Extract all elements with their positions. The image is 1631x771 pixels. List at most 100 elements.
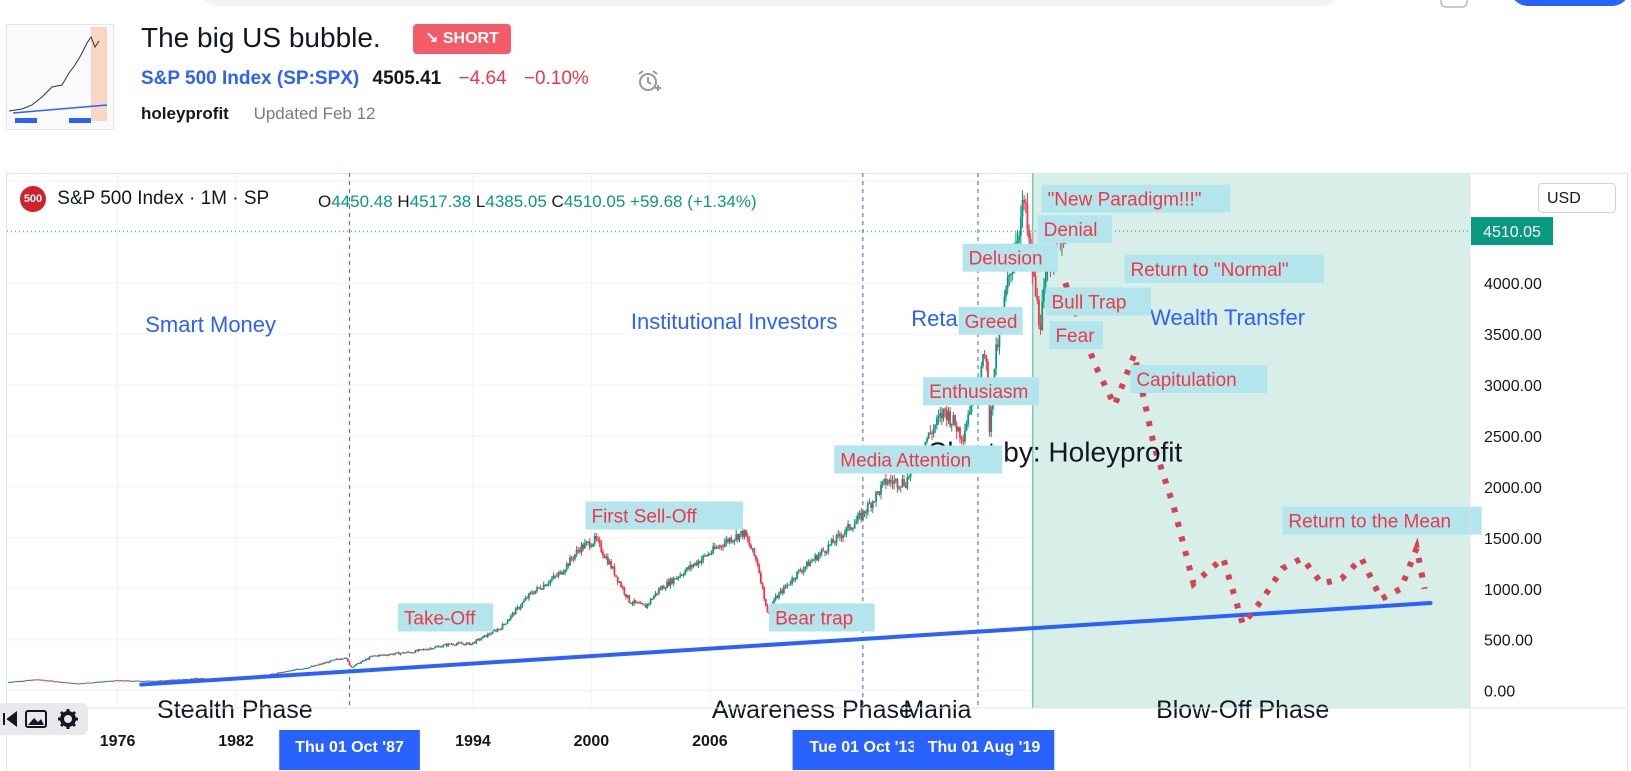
candle-body [883,478,886,482]
candle-body [60,681,63,683]
candle-body [476,638,479,640]
candle-body [725,539,728,543]
candle-body [144,680,147,682]
candle-body [718,545,721,548]
symbol-price: 4505.41 [372,68,442,89]
candle-body [93,682,96,684]
candle-body [779,590,782,594]
candle-body [748,539,751,546]
candle-body [412,652,415,654]
candle-body [425,649,428,651]
candle-body [955,425,958,432]
annotation-box[interactable] [1049,321,1104,350]
candle-body [108,680,111,682]
short-badge: ↘ SHORT [413,24,511,54]
candle-body [733,539,736,541]
annotation-box[interactable] [962,243,1058,272]
date-marker-label: Thu 01 Aug '19 [928,739,1041,756]
candle-body [345,657,348,659]
candle-body [445,644,448,646]
candle-body [944,408,947,410]
annotation-box[interactable] [923,377,1040,406]
annotation-box[interactable] [769,603,875,632]
chart-frame[interactable] [6,173,1628,771]
candle-body [551,578,553,581]
trend-line[interactable] [139,601,1433,687]
annotation-box[interactable] [834,445,1003,474]
last-price-badge [1471,217,1553,246]
candle-body [676,577,678,580]
user-icon[interactable] [1440,0,1468,8]
idea-thumbnail[interactable] [6,24,114,130]
candle-body [91,682,94,684]
annotation-box[interactable] [958,306,1023,335]
candle-body [549,580,552,584]
skip-back-icon[interactable] [3,711,17,727]
candle-body [36,679,38,681]
candle-body [669,578,672,586]
alarm-clock-icon[interactable] [636,68,662,94]
candle-body [996,344,999,348]
annotation-box[interactable] [1041,184,1231,213]
candle-body [704,555,706,557]
candle-body [893,480,896,484]
symbol-code-link[interactable]: SP:SPX [283,68,353,89]
candle-body [440,646,443,648]
candle-body [68,682,71,684]
series-name: S&P 500 Index · 1M · SP [57,188,270,209]
candle-body [825,552,828,554]
y-tick-label: 1000.00 [1484,582,1542,599]
candle-body [569,557,571,566]
candle-body [537,587,540,589]
candle-body [926,438,928,442]
candle-body [690,564,693,568]
candle-body [498,628,501,630]
candle-body [14,681,17,683]
candle-body [615,575,617,577]
candle-body [437,646,440,648]
candle-body [480,638,483,641]
candle-body [435,646,438,648]
annotation-box[interactable] [1045,287,1152,316]
annotation-box[interactable] [1124,254,1324,283]
candle-body [414,650,417,653]
candle-body [968,411,971,415]
annotation-box[interactable] [397,603,494,632]
annotation-label: Media Attention [840,450,971,471]
annotation-box[interactable] [1130,364,1268,393]
candle-body [432,648,435,650]
candle-body [521,602,524,607]
search-bar[interactable] [200,0,1340,6]
candle-body [90,682,93,684]
image-icon[interactable] [25,710,47,728]
annotation-box[interactable] [585,501,744,530]
candle-body [908,476,910,478]
candle-body [335,658,338,660]
top-action-button[interactable] [1510,0,1630,6]
annotation-box[interactable] [1282,506,1482,535]
candle-body [835,534,838,543]
candle-body [394,652,397,654]
candle-body [462,643,464,645]
candle-body [27,680,30,682]
author-link[interactable]: holeyprofit [141,104,229,123]
candle-body [894,479,897,481]
annotation-label: Return to the Mean [1288,512,1451,533]
candle-body [611,566,614,569]
candle-body [952,415,955,424]
series-legend[interactable]: 500 S&P 500 Index · 1M · SP [20,186,269,212]
annotation-box[interactable] [1037,215,1113,244]
candle-body [857,515,859,521]
candle-body [868,503,871,505]
candle-body [373,655,376,657]
candle-body [638,602,641,604]
symbol-name-link[interactable]: S&P 500 Index [141,68,272,89]
candle-body [799,570,802,572]
gear-icon[interactable] [58,709,78,729]
candle-body [399,653,402,655]
candle-body [47,680,50,682]
candle-body [672,578,675,584]
currency-selector[interactable]: USD [1538,183,1616,213]
annotation-label: Return to "Normal" [1130,260,1288,281]
